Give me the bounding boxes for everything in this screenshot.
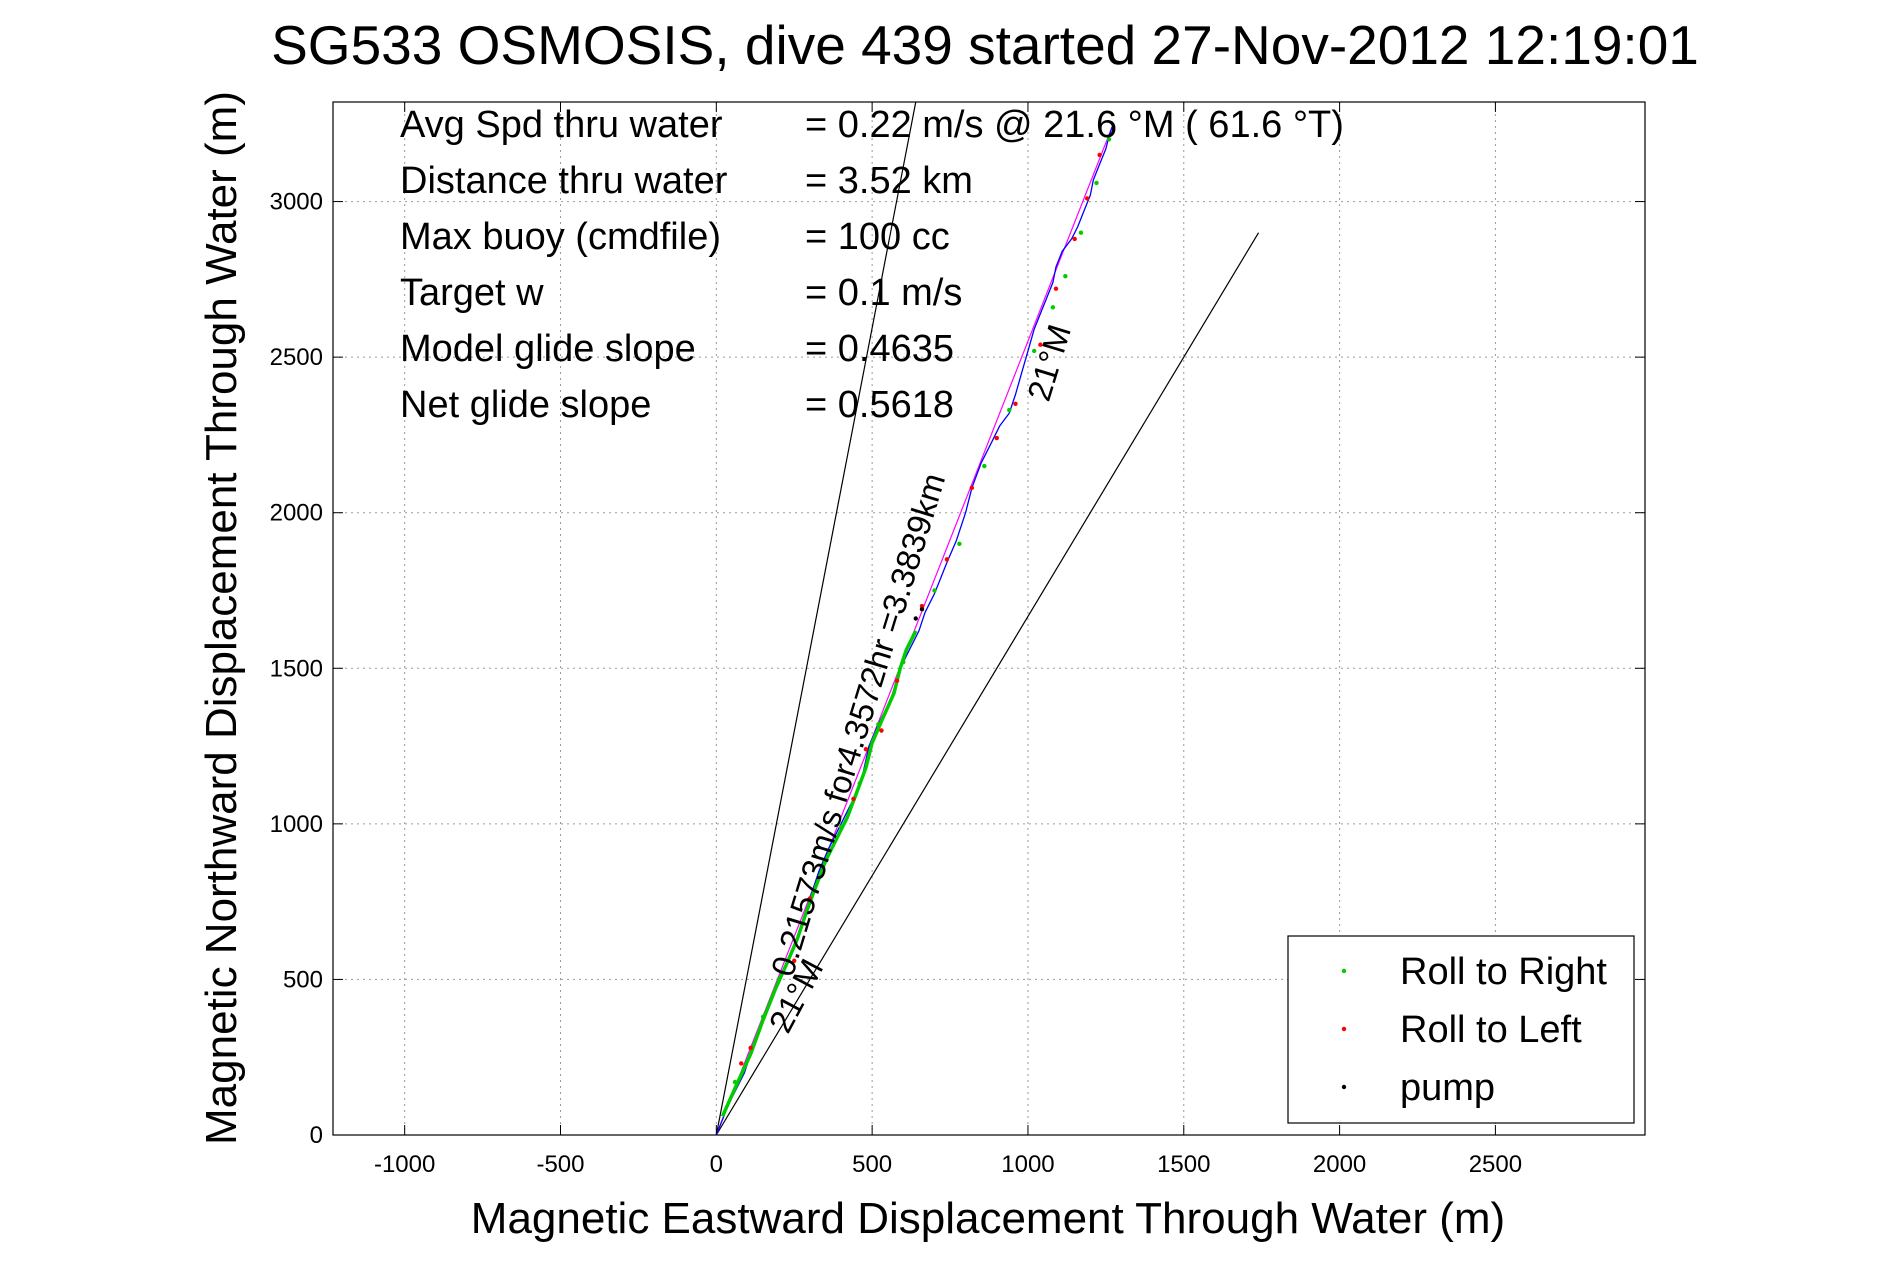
plot-area bbox=[332, 101, 1646, 1136]
legend-label: pump bbox=[1400, 1067, 1495, 1109]
stat-label: Net glide slope bbox=[400, 384, 651, 426]
marker-roll-to-right bbox=[1007, 407, 1012, 413]
stat-label: Target w bbox=[400, 272, 544, 314]
stat-value: = 0.5618 bbox=[805, 384, 954, 426]
x-tick-label: 2500 bbox=[1469, 1151, 1522, 1178]
marker-roll-to-left bbox=[994, 435, 999, 441]
marker-roll-to-right bbox=[1078, 230, 1084, 235]
y-tick-label: 0 bbox=[310, 1122, 323, 1149]
marker-roll-to-right bbox=[1106, 137, 1112, 142]
marker-roll-to-right bbox=[957, 541, 962, 547]
data-markers bbox=[732, 137, 1112, 1085]
x-tick-label: 2000 bbox=[1313, 1151, 1366, 1178]
marker-roll-to-left bbox=[739, 1061, 744, 1066]
legend-label: Roll to Left bbox=[1400, 1009, 1582, 1051]
legend-marker bbox=[1341, 1084, 1347, 1090]
stat-label: Max buoy (cmdfile) bbox=[400, 216, 721, 258]
marker-roll-to-left bbox=[1038, 342, 1043, 347]
marker-roll-to-left bbox=[1097, 152, 1102, 158]
marker-roll-to-right bbox=[1063, 274, 1068, 279]
legend-marker bbox=[1341, 968, 1347, 974]
x-tick-label: -500 bbox=[536, 1151, 584, 1178]
stat-value: = 0.4635 bbox=[805, 328, 954, 370]
marker-roll-to-left bbox=[1053, 286, 1059, 291]
marker-roll-to-left bbox=[919, 603, 925, 609]
y-tick-label: 2500 bbox=[270, 344, 323, 371]
marker-roll-to-right bbox=[823, 858, 828, 864]
marker-roll-to-right bbox=[760, 1014, 766, 1019]
marker-pump bbox=[913, 616, 918, 621]
x-tick-label: 1500 bbox=[1157, 1151, 1210, 1178]
y-tick-label: 1500 bbox=[270, 655, 323, 682]
x-tick-label: 1000 bbox=[1001, 1151, 1054, 1178]
marker-roll-to-right bbox=[732, 1079, 738, 1085]
stat-label: Avg Spd thru water bbox=[400, 104, 723, 146]
stat-value: = 0.1 m/s bbox=[805, 272, 962, 314]
x-tick-label: 0 bbox=[710, 1151, 723, 1178]
x-axis-label: Magnetic Eastward Displacement Through W… bbox=[471, 1194, 1505, 1243]
marker-roll-to-right bbox=[1050, 305, 1056, 310]
bound-lower bbox=[715, 232, 1260, 1136]
marker-roll-to-left bbox=[944, 557, 950, 562]
marker-roll-to-left bbox=[894, 678, 900, 683]
marker-roll-to-right bbox=[876, 722, 881, 727]
stat-value: = 100 cc bbox=[805, 216, 950, 258]
stats-text-block: Avg Spd thru water = 0.22 m/s @ 21.6 °M (… bbox=[400, 104, 1344, 426]
stat-value: = 3.52 km bbox=[805, 160, 973, 202]
marker-roll-to-left bbox=[1084, 196, 1090, 201]
marker-roll-to-right bbox=[838, 824, 844, 830]
y-axis-label: Magnetic Northward Displacement Through … bbox=[197, 91, 246, 1145]
x-tick-label: -1000 bbox=[374, 1151, 435, 1178]
annotation-heading-upper: 21°M bbox=[1020, 320, 1078, 405]
legend-label: Roll to Right bbox=[1400, 951, 1607, 993]
stat-value: = 0.22 m/s @ 21.6 °M ( 61.6 °T) bbox=[805, 104, 1344, 146]
annotation-speed-distance: 0.21573m/s for4.3572hr =3.3839km bbox=[764, 469, 953, 981]
marker-roll-to-right bbox=[901, 659, 906, 665]
axis-ticks: -1000 -500 0 500 1000 1500 2000 2500 0 500 1000 150… bbox=[270, 102, 1645, 1178]
y-tick-label: 2000 bbox=[270, 500, 323, 527]
marker-roll-to-left bbox=[792, 958, 797, 963]
marker-roll-to-left bbox=[969, 485, 975, 491]
marker-roll-to-left bbox=[1072, 236, 1077, 242]
marker-roll-to-right bbox=[1094, 180, 1099, 186]
x-tick-label: 500 bbox=[852, 1151, 892, 1178]
marker-roll-to-right bbox=[932, 588, 937, 593]
marker-roll-to-left bbox=[879, 728, 884, 733]
legend-marker bbox=[1341, 1026, 1347, 1032]
marker-roll-to-right bbox=[857, 781, 862, 786]
chart-title: SG533 OSMOSIS, dive 439 started 27-Nov-2… bbox=[271, 14, 1699, 76]
marker-roll-to-left bbox=[851, 796, 856, 802]
marker-roll-to-right bbox=[1031, 348, 1037, 354]
marker-roll-to-left bbox=[748, 1045, 753, 1051]
y-tick-label: 3000 bbox=[270, 189, 323, 216]
y-tick-label: 1000 bbox=[270, 811, 323, 838]
marker-roll-to-right bbox=[982, 463, 987, 469]
marker-roll-to-left bbox=[1013, 401, 1018, 407]
marker-roll-to-left bbox=[863, 746, 869, 752]
stat-label: Distance thru water bbox=[400, 160, 728, 202]
marker-roll-to-right bbox=[776, 977, 781, 982]
bound-upper bbox=[715, 101, 917, 1136]
legend: Roll to Right Roll to Left pump bbox=[1287, 935, 1635, 1124]
marker-roll-to-left bbox=[807, 896, 813, 901]
stat-label: Model glide slope bbox=[400, 328, 696, 370]
marker-pump bbox=[919, 606, 925, 612]
series-line-1 bbox=[720, 630, 918, 1118]
y-tick-label: 500 bbox=[283, 966, 323, 993]
